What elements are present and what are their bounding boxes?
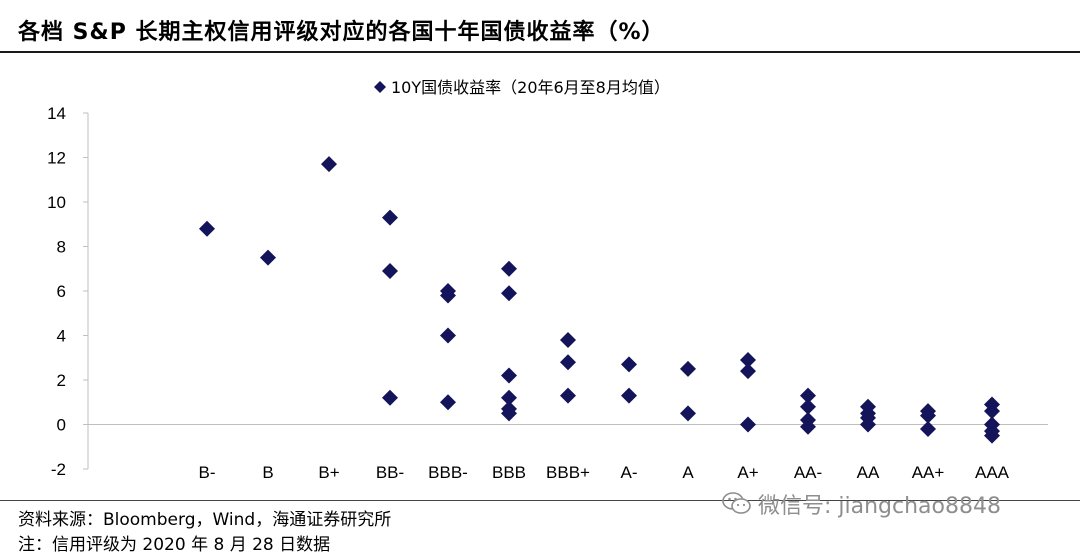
data-point	[560, 354, 576, 371]
y-tick-label: 12	[47, 149, 66, 168]
data-point	[382, 209, 398, 226]
data-point	[501, 389, 517, 406]
data-point	[440, 394, 456, 411]
data-point	[984, 403, 1000, 420]
wechat-icon	[722, 492, 751, 514]
data-point	[440, 287, 456, 304]
watermark: 微信号: jiangchao8848	[722, 488, 1001, 520]
data-point	[560, 331, 576, 348]
data-point	[680, 360, 696, 377]
legend-label: 10Y国债收益率（20年6月至8月均值）	[391, 78, 670, 97]
y-tick-label: 0	[57, 416, 66, 435]
data-point	[621, 387, 637, 404]
data-point	[501, 367, 517, 384]
data-point	[382, 262, 398, 279]
data-point	[800, 418, 816, 435]
watermark-text: 微信号: jiangchao8848	[758, 494, 1001, 519]
x-tick-label: BBB+	[546, 463, 590, 482]
data-point	[501, 260, 517, 277]
page-title: 各档 S&P 长期主权信用评级对应的各国十年国债收益率（%）	[18, 20, 665, 45]
x-tick-label: BB-	[376, 463, 404, 482]
data-point	[680, 405, 696, 422]
data-point	[740, 416, 756, 433]
data-point	[621, 356, 637, 373]
y-tick-label: -2	[51, 460, 66, 479]
y-tick-label: 4	[57, 327, 66, 346]
x-tick-label: AA	[857, 463, 880, 482]
y-tick-label: 2	[57, 371, 66, 390]
data-point	[260, 249, 276, 266]
data-point	[440, 327, 456, 344]
footer-divider	[0, 500, 1080, 501]
x-tick-label: A-	[621, 463, 638, 482]
data-point	[382, 389, 398, 406]
data-point	[800, 398, 816, 415]
y-tick-label: 10	[47, 193, 66, 212]
scatter-chart: 10Y国债收益率（20年6月至8月均值） -2 0 2 4 6 8 10 12 14 B- B B+…	[47, 78, 1048, 482]
x-tick-label: AAA	[975, 463, 1010, 482]
data-point	[740, 351, 756, 368]
data-point	[920, 407, 936, 424]
y-tick-label: 6	[57, 282, 66, 301]
data-point	[199, 220, 215, 237]
y-tick-label: 8	[57, 238, 66, 257]
source-note: 资料来源：Bloomberg，Wind，海通证券研究所	[18, 510, 392, 530]
chart-legend: 10Y国债收益率（20年6月至8月均值）	[374, 78, 670, 97]
data-point	[740, 363, 756, 380]
x-tick-label: A+	[737, 463, 758, 482]
x-tick-label: A	[682, 463, 694, 482]
data-point	[501, 405, 517, 422]
x-tick-label: B+	[318, 463, 339, 482]
title-divider	[0, 51, 1080, 53]
x-tick-label: AA-	[794, 463, 822, 482]
data-point	[560, 387, 576, 404]
data-point	[321, 156, 337, 173]
x-axis: B- B B+ BB- BBB- BBB BBB+ A- A A+ AA- AA AA+ AAA	[88, 424, 1048, 482]
data-point	[984, 427, 1000, 444]
legend-marker-diamond	[374, 81, 386, 93]
data-point	[920, 420, 936, 437]
x-tick-label: BBB	[492, 463, 526, 482]
y-axis: -2 0 2 4 6 8 10 12 14	[47, 104, 89, 479]
data-point	[800, 387, 816, 404]
x-tick-label: BBB-	[428, 463, 468, 482]
x-tick-label: AA+	[912, 463, 945, 482]
data-points	[199, 156, 1000, 444]
date-note: 注：信用评级为 2020 年 8 月 28 日数据	[18, 535, 331, 555]
x-tick-label: B	[262, 463, 273, 482]
data-point	[860, 416, 876, 433]
y-tick-label: 14	[47, 104, 66, 123]
x-tick-label: B-	[199, 463, 216, 482]
data-point	[501, 285, 517, 302]
